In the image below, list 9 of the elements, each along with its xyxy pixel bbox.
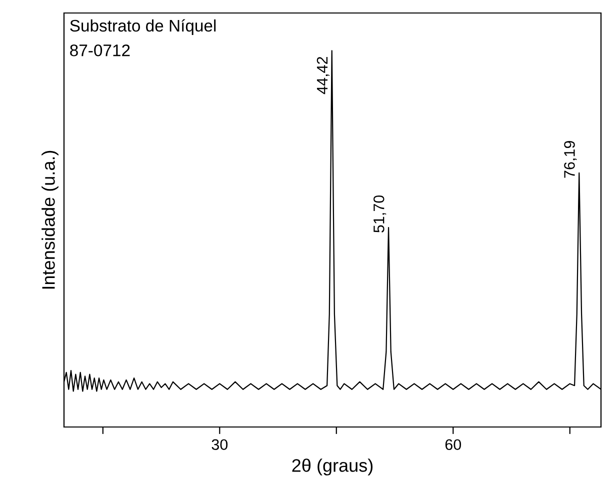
x-tick-label: 30 [212, 439, 228, 450]
annotation: 44,42 [316, 56, 330, 94]
chart-title: Substrato de Níquel [70, 19, 216, 35]
chart-subtitle: 87-0712 [70, 44, 130, 56]
x-tick-label: 60 [445, 439, 462, 450]
y-axis-title: Intensidade (u.a.) [42, 150, 58, 289]
annotation: 51,70 [373, 195, 386, 232]
x-axis-title: 2θ (graus) [292, 458, 373, 476]
annotation: 76,19 [564, 141, 577, 178]
